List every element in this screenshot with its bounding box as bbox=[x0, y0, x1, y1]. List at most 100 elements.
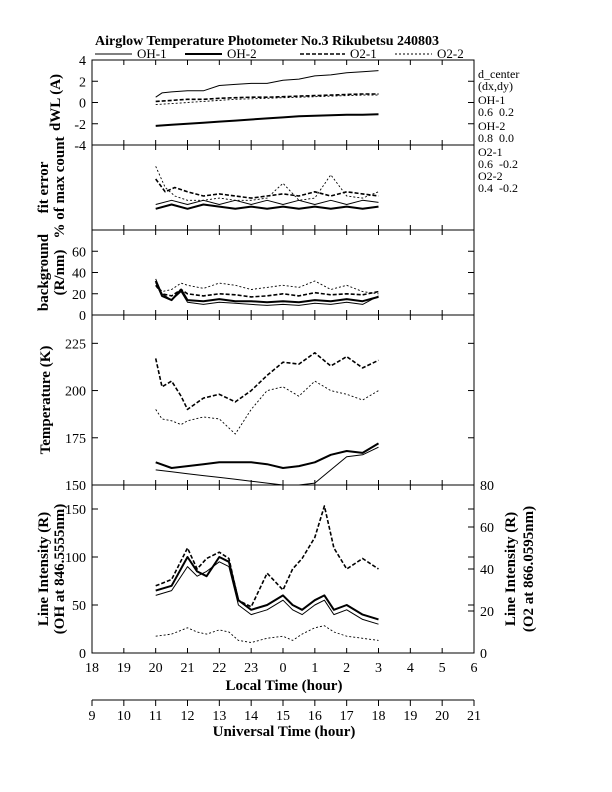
y-axis-subtitle: (R/nm) bbox=[52, 250, 68, 296]
universal-time-tick-label: 15 bbox=[276, 709, 290, 724]
y-tick-label: 0 bbox=[79, 309, 86, 324]
series-o2-2-line bbox=[155, 625, 379, 643]
y-axis-subtitle-right: (O2 at 866.0595nm) bbox=[521, 506, 537, 632]
figure-title: Airglow Temperature Photometer No.3 Riku… bbox=[95, 34, 439, 49]
y-tick-label: -2 bbox=[74, 118, 86, 133]
oh1-offset-values: 0.6 0.2 bbox=[478, 105, 514, 119]
series-o2-1-line bbox=[155, 93, 379, 103]
y-tick-label: 60 bbox=[72, 245, 86, 260]
y-tick-label-right: 20 bbox=[480, 605, 494, 620]
series-o2-1-line bbox=[154, 351, 379, 411]
y-axis-title: Temperature (K) bbox=[38, 346, 54, 455]
series-oh-1-line bbox=[155, 199, 379, 205]
legend-label-o22: O2-2 bbox=[437, 46, 464, 61]
series-oh-2-line bbox=[155, 203, 379, 210]
panel-frame bbox=[91, 229, 475, 316]
legend-label-oh1: OH-1 bbox=[137, 46, 167, 61]
oh2-offset-label: OH-2 bbox=[478, 119, 505, 133]
panel-frame bbox=[91, 59, 475, 146]
y-tick-label: 4 bbox=[79, 54, 86, 69]
series-oh-2-line bbox=[155, 113, 379, 127]
universal-time-tick-label: 10 bbox=[117, 709, 131, 724]
local-time-tick-label: 20 bbox=[149, 661, 163, 676]
y-axis-subtitle: % of max count bbox=[52, 136, 68, 238]
y-tick-label-right: 40 bbox=[480, 563, 494, 578]
series-o2-2-line bbox=[155, 94, 379, 106]
local-time-tick-label: 0 bbox=[280, 661, 287, 676]
y-tick-label: 150 bbox=[65, 503, 86, 518]
series-o2-2-line bbox=[155, 380, 379, 435]
o22-offset-values: 0.4 -0.2 bbox=[478, 181, 518, 195]
y-tick-label: 150 bbox=[65, 479, 86, 494]
y-tick-label: 100 bbox=[65, 551, 86, 566]
universal-time-tick-label: 16 bbox=[308, 709, 322, 724]
panel-background: 0 20 40 60 background (R/nm) bbox=[36, 229, 475, 324]
oh1-offset-label: OH-1 bbox=[478, 93, 505, 107]
y-axis-title: fit error bbox=[36, 161, 52, 213]
o21-offset-label: O2-1 bbox=[478, 145, 503, 159]
y-tick-label: -4 bbox=[74, 139, 86, 154]
universal-time-tick-label: 11 bbox=[149, 709, 162, 724]
y-tick-label-right: 60 bbox=[480, 521, 494, 536]
panel-frame bbox=[91, 484, 475, 654]
series-o2-1-line bbox=[155, 505, 379, 608]
legend: OH-1 OH-2 O2-1 O2-2 bbox=[95, 46, 464, 61]
y-tick-label: 200 bbox=[65, 385, 86, 400]
series-oh-2-line bbox=[155, 442, 380, 469]
y-axis-title-right: Line Intensity (R) bbox=[503, 512, 519, 626]
series-oh-1-line bbox=[155, 561, 379, 625]
local-time-tick-label: 19 bbox=[117, 661, 131, 676]
series-o2-1-line bbox=[155, 178, 379, 199]
y-tick-label-right: 80 bbox=[480, 479, 494, 494]
legend-label-oh2: OH-2 bbox=[227, 46, 257, 61]
d-center-label: d_center bbox=[478, 67, 519, 81]
panel-frame bbox=[91, 144, 475, 231]
universal-time-tick-label: 13 bbox=[212, 709, 226, 724]
y-tick-label: 2 bbox=[79, 75, 86, 90]
y-tick-label: 40 bbox=[72, 267, 86, 282]
local-time-tick-label: 6 bbox=[471, 661, 478, 676]
panel-temperature: 150 175 200 225 Temperature (K) bbox=[38, 314, 475, 494]
series-oh-2-line bbox=[154, 280, 379, 304]
y-axis-title: Line Intensity (R) bbox=[36, 512, 52, 626]
local-time-tick-label: 1 bbox=[311, 661, 318, 676]
series-o2-1-line bbox=[155, 284, 379, 298]
series-o2-2-line bbox=[155, 166, 379, 201]
local-time-tick-label: 5 bbox=[439, 661, 446, 676]
panel-dwl: -4 -2 0 2 4 dWL (A) bbox=[48, 54, 475, 154]
universal-time-tick-label: 18 bbox=[372, 709, 386, 724]
panel-frame bbox=[91, 314, 475, 486]
y-axis-title: dWL (A) bbox=[48, 74, 64, 131]
universal-time-tick-label: 12 bbox=[181, 709, 195, 724]
legend-label-o21: O2-1 bbox=[350, 46, 377, 61]
y-tick-label: 0 bbox=[79, 647, 86, 662]
dxdy-label: (dx,dy) bbox=[478, 79, 513, 93]
y-axis-title: background bbox=[36, 233, 52, 311]
y-tick-label: 50 bbox=[72, 599, 86, 614]
series-oh-1-line bbox=[155, 446, 379, 486]
local-time-tick-label: 23 bbox=[244, 661, 258, 676]
local-time-tick-label: 3 bbox=[375, 661, 382, 676]
universal-time-tick-label: 19 bbox=[403, 709, 417, 724]
universal-time-axis-title: Universal Time (hour) bbox=[213, 724, 356, 740]
series-oh-1-line bbox=[155, 70, 379, 98]
series-oh-2-line bbox=[155, 556, 379, 621]
universal-time-tick-label: 14 bbox=[244, 709, 258, 724]
center-offset-info: d_center (dx,dy) OH-1 0.6 0.2 OH-2 0.8 0… bbox=[478, 67, 519, 195]
y-tick-label-right: 0 bbox=[480, 647, 487, 662]
local-time-tick-label: 21 bbox=[181, 661, 195, 676]
universal-time-tick-label: 17 bbox=[340, 709, 354, 724]
chart-panels: -4 -2 0 2 4 dWL (A) fit error% of max count 0 20… bbox=[36, 54, 537, 662]
panel-fit_error: fit error% of max count bbox=[36, 136, 475, 239]
o22-offset-label: O2-2 bbox=[478, 169, 503, 183]
y-tick-label: 0 bbox=[79, 97, 86, 112]
y-tick-label: 20 bbox=[72, 288, 86, 303]
oh2-offset-values: 0.8 0.0 bbox=[478, 131, 514, 145]
universal-time-tick-label: 21 bbox=[467, 709, 481, 724]
local-time-tick-label: 18 bbox=[85, 661, 99, 676]
universal-time-tick-label: 20 bbox=[435, 709, 449, 724]
local-time-axis-title: Local Time (hour) bbox=[226, 678, 343, 694]
series-o2-2-line bbox=[155, 280, 379, 295]
